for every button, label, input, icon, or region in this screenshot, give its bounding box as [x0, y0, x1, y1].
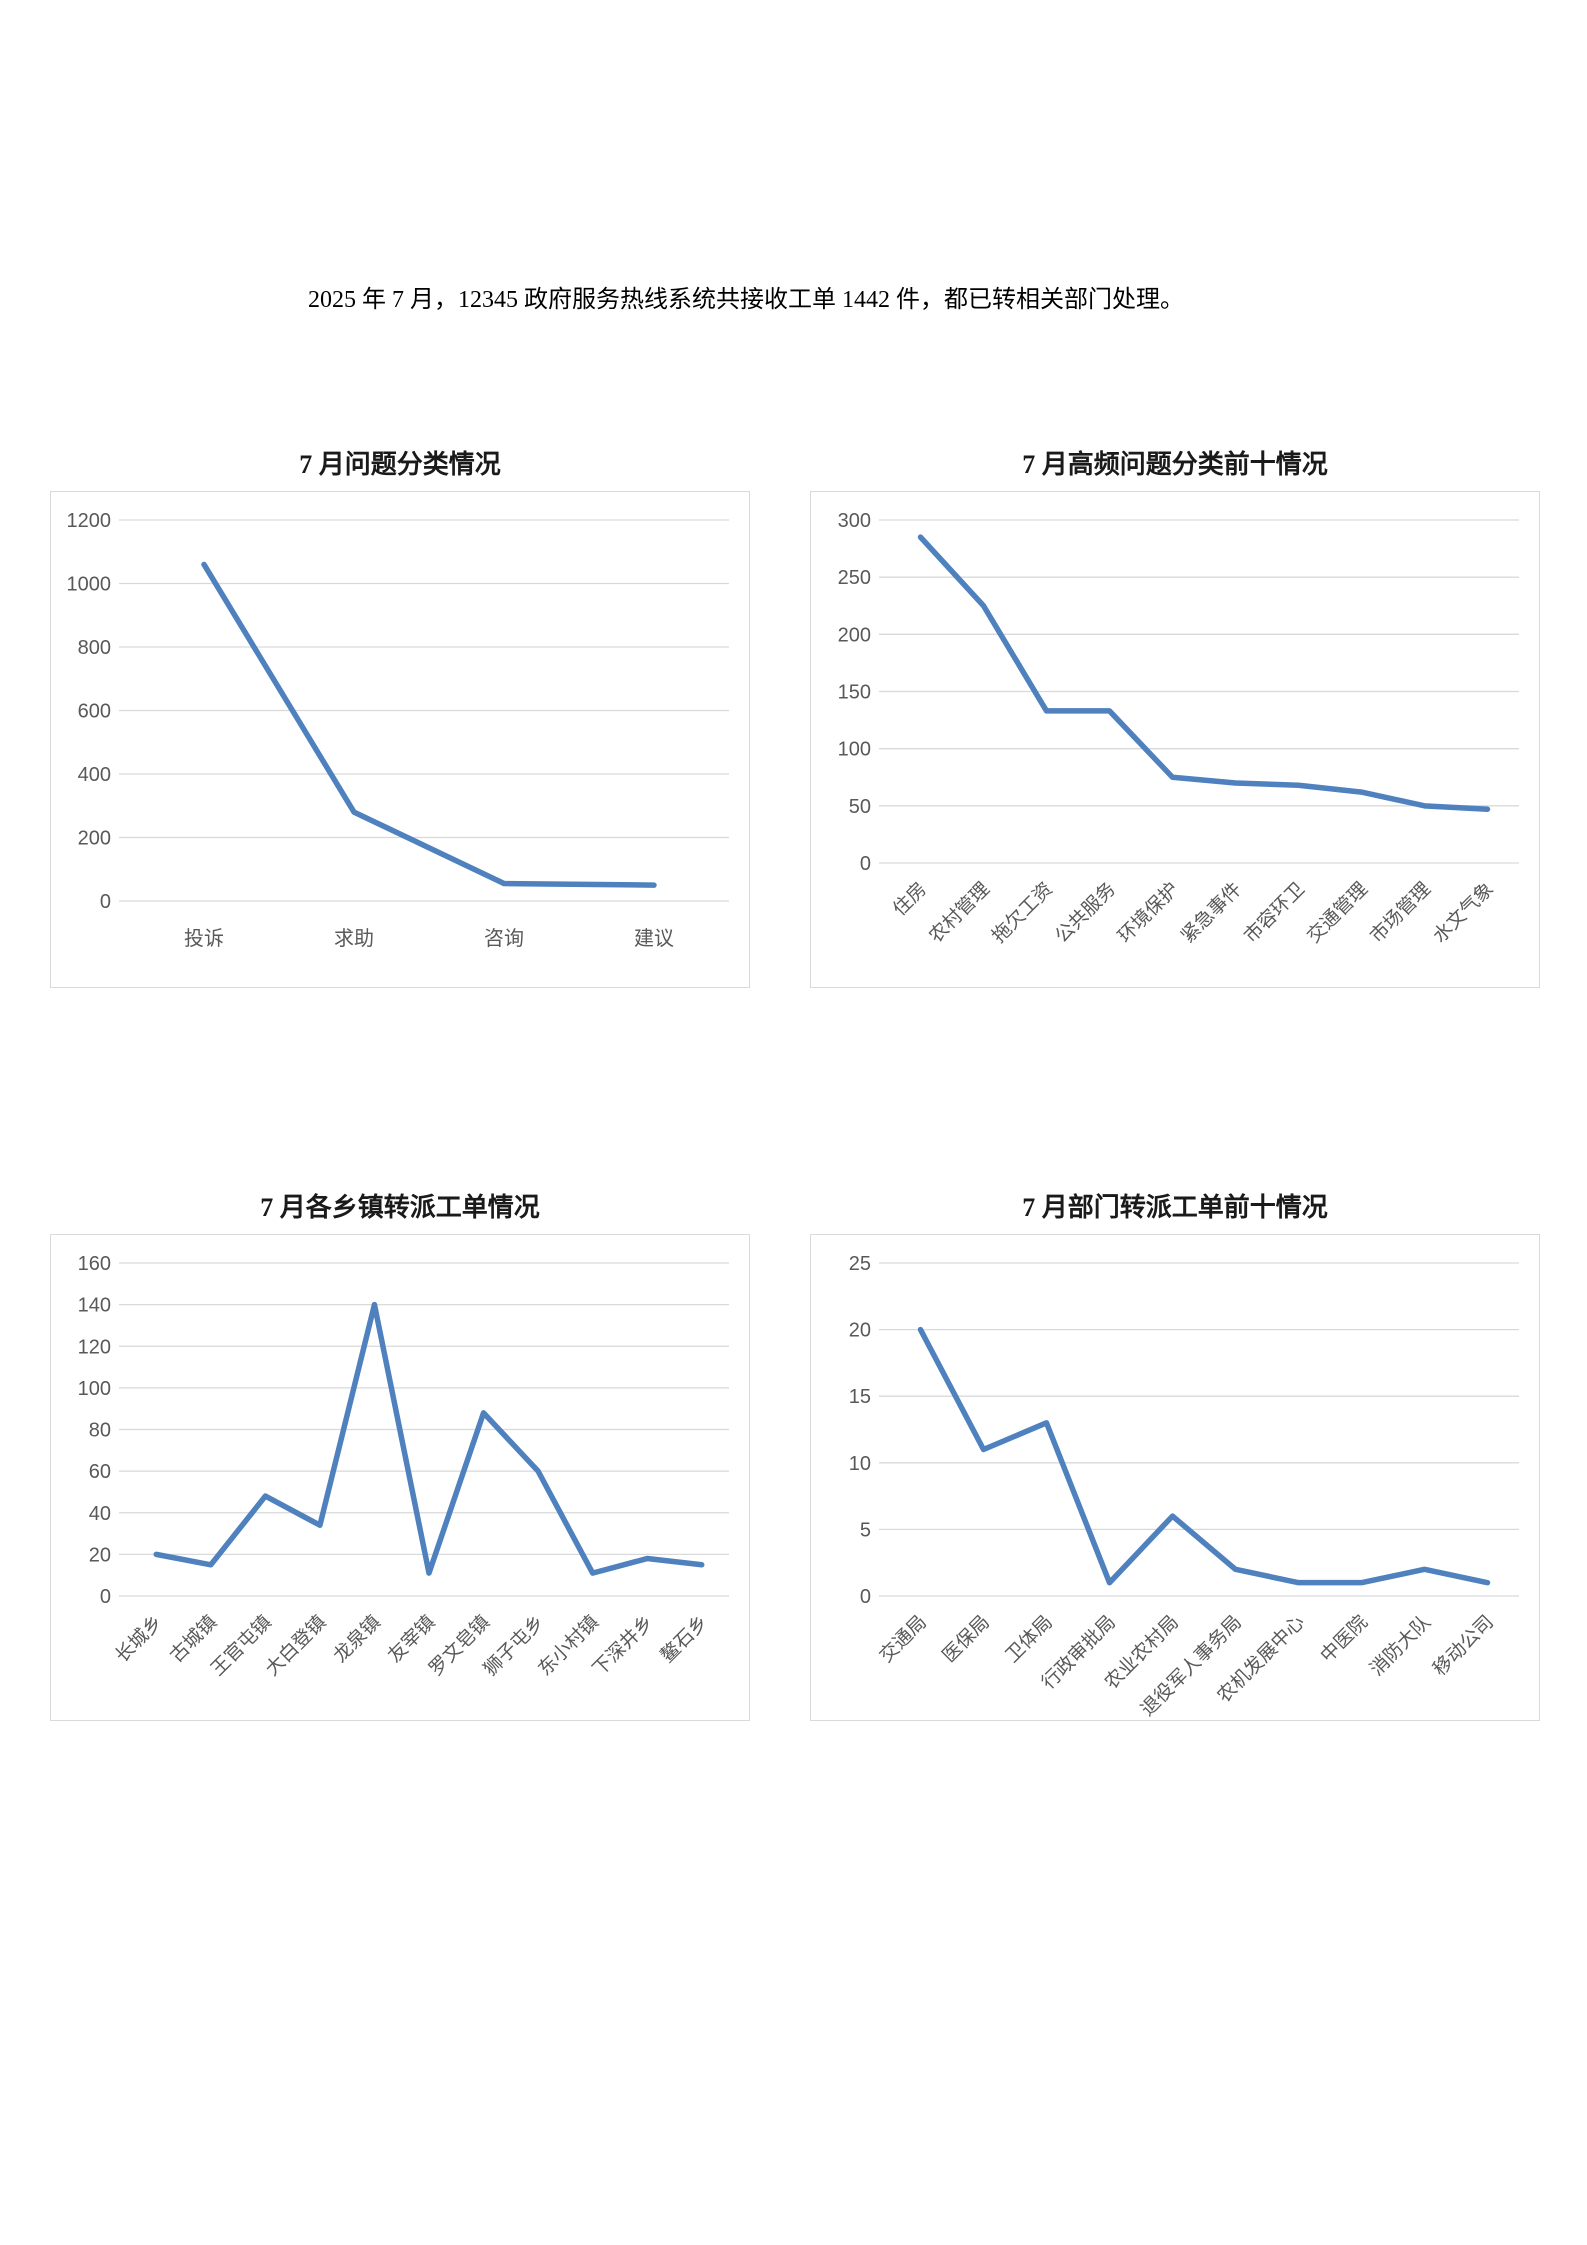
svg-text:0: 0 [100, 891, 111, 913]
line-chart-canvas: 0 200 400 600 800 1000 1200 投诉 求助 咨询 建议 [67, 510, 729, 950]
svg-text:拖欠工资: 拖欠工资 [988, 878, 1057, 947]
svg-text:鳌石乡: 鳌石乡 [656, 1611, 712, 1667]
chart-plot-area: 0 5 10 15 20 25 交通局 医保局 卫体局 行政审批局 农业农村局 退役军人事务局 农机发展… [810, 1234, 1540, 1721]
svg-text:140: 140 [78, 1295, 111, 1317]
line-chart-canvas: 0 50 100 150 200 250 300 住房农村管理拖欠工资公共服务环境保护紧急事件… [838, 510, 1519, 947]
svg-text:公共服务: 公共服务 [1051, 878, 1120, 947]
svg-text:消防大队: 消防大队 [1366, 1611, 1435, 1680]
svg-text:交通管理: 交通管理 [1303, 878, 1372, 947]
svg-text:建议: 建议 [634, 927, 674, 950]
svg-text:0: 0 [860, 853, 871, 875]
svg-text:160: 160 [78, 1253, 111, 1275]
svg-text:农村管理: 农村管理 [925, 878, 994, 947]
svg-text:150: 150 [838, 682, 871, 704]
svg-text:医保局: 医保局 [938, 1611, 994, 1667]
svg-text:80: 80 [89, 1420, 111, 1442]
svg-text:求助: 求助 [334, 927, 374, 950]
svg-text:大白登镇: 大白登镇 [261, 1611, 330, 1680]
svg-text:120: 120 [78, 1336, 111, 1358]
chart-title: 7 月部门转派工单前十情况 [1022, 1193, 1328, 1222]
chart-plot-area: 0 50 100 150 200 250 300 住房 农村管理 拖欠工资 公共服务 环境保护 紧急事件… [810, 491, 1540, 988]
chart-high-frequency-top10: 7 月高频问题分类前十情况 0 50 100 150 200 250 300 住房 农村管理 拖欠… [810, 445, 1540, 988]
chart-township-workorders: 7 月各乡镇转派工单情况 0 20 40 60 80 100 120 140 160 长城乡 古城镇… [50, 1188, 750, 1721]
chart-title: 7 月问题分类情况 [299, 450, 501, 479]
svg-text:20: 20 [849, 1320, 871, 1342]
svg-text:250: 250 [838, 567, 871, 589]
svg-text:60: 60 [89, 1461, 111, 1483]
charts-grid: 7 月问题分类情况 0 200 400 600 800 1000 1200 投诉 求助 咨询 建议 … [50, 445, 1587, 1721]
svg-text:15: 15 [849, 1386, 871, 1408]
svg-text:1000: 1000 [67, 574, 112, 596]
svg-text:25: 25 [849, 1253, 871, 1275]
chart-plot-area: 0 20 40 60 80 100 120 140 160 长城乡 古城镇 王官屯镇 大白登镇 龙泉镇 友宰… [50, 1234, 750, 1721]
svg-text:水文气象: 水文气象 [1429, 878, 1498, 947]
svg-text:200: 200 [78, 828, 111, 850]
svg-text:住房: 住房 [889, 878, 931, 920]
svg-text:40: 40 [89, 1503, 111, 1525]
svg-text:20: 20 [89, 1544, 111, 1566]
svg-text:卫体局: 卫体局 [1001, 1611, 1057, 1667]
chart-title: 7 月各乡镇转派工单情况 [260, 1193, 540, 1222]
summary-paragraph: 2025 年 7 月，12345 政府服务热线系统共接收工单 1442 件，都已… [308, 287, 1184, 313]
svg-text:市容环卫: 市容环卫 [1240, 878, 1309, 947]
svg-text:紧急事件: 紧急事件 [1177, 878, 1246, 947]
svg-text:投诉: 投诉 [184, 927, 224, 950]
svg-text:长城乡: 长城乡 [111, 1611, 167, 1667]
chart-title: 7 月高频问题分类前十情况 [1022, 450, 1328, 479]
svg-text:400: 400 [78, 764, 111, 786]
svg-text:环境保护: 环境保护 [1114, 878, 1183, 947]
svg-text:5: 5 [860, 1519, 871, 1541]
svg-text:300: 300 [838, 510, 871, 532]
svg-text:50: 50 [849, 796, 871, 818]
chart-issue-category: 7 月问题分类情况 0 200 400 600 800 1000 1200 投诉 求助 咨询 建议 [50, 445, 750, 988]
svg-text:100: 100 [78, 1378, 111, 1400]
svg-text:800: 800 [78, 637, 111, 659]
svg-text:0: 0 [860, 1586, 871, 1608]
chart-department-top10: 7 月部门转派工单前十情况 0 5 10 15 20 25 交通局 医保局 卫体局 行政审批局 农业… [810, 1188, 1540, 1721]
svg-text:交通局: 交通局 [875, 1611, 931, 1667]
svg-text:100: 100 [838, 739, 871, 761]
svg-text:中医院: 中医院 [1316, 1611, 1372, 1667]
svg-text:咨询: 咨询 [484, 927, 524, 950]
chart-plot-area: 0 200 400 600 800 1000 1200 投诉 求助 咨询 建议 [50, 491, 750, 988]
svg-text:移动公司: 移动公司 [1429, 1611, 1498, 1680]
svg-text:0: 0 [100, 1586, 111, 1608]
svg-text:市场管理: 市场管理 [1366, 878, 1435, 947]
svg-text:200: 200 [838, 624, 871, 646]
svg-text:10: 10 [849, 1453, 871, 1475]
svg-text:600: 600 [78, 701, 111, 723]
svg-text:龙泉镇: 龙泉镇 [329, 1611, 385, 1667]
svg-text:下深井乡: 下深井乡 [588, 1611, 657, 1680]
svg-text:1200: 1200 [67, 510, 112, 532]
